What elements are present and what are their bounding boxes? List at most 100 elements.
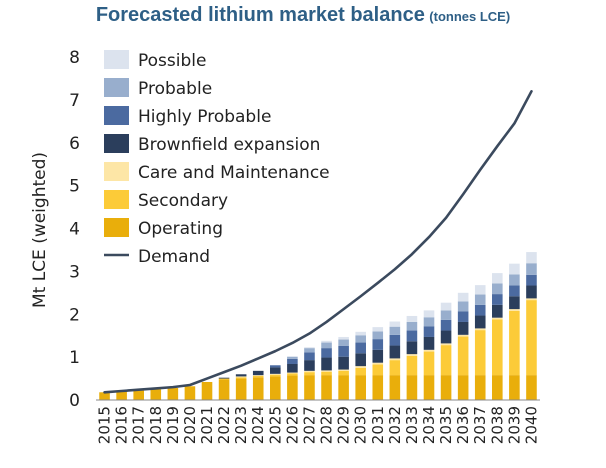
- legend-label-demand: Demand: [138, 247, 210, 267]
- x-tick-label: 2020: [181, 406, 199, 444]
- legend-label-possible: Possible: [138, 51, 206, 71]
- bar-highly-probable-2038: [492, 294, 503, 305]
- bar-brownfield-expansion-2030: [355, 353, 366, 367]
- x-tick-label: 2019: [164, 406, 182, 444]
- bar-secondary-2033: [406, 355, 418, 376]
- bar-secondary-2035: [440, 345, 452, 376]
- x-tick-label: 2034: [420, 406, 438, 444]
- bar-possible-2036: [457, 292, 469, 302]
- bar-possible-2037: [474, 285, 486, 295]
- y-tick-label: 2: [69, 305, 80, 325]
- bar-brownfield-expansion-2035: [440, 330, 452, 344]
- y-tick-label: 6: [69, 134, 80, 154]
- legend-swatch-care-and-maintenance: [104, 162, 129, 181]
- bar-highly-probable-2026: [287, 358, 298, 364]
- bar-care-and-maintenance-2040: [526, 298, 537, 301]
- bar-secondary-2031: [372, 364, 384, 376]
- bar-possible-2039: [509, 263, 520, 275]
- bar-brownfield-expansion-2032: [389, 345, 401, 359]
- bar-operating-2028: [321, 375, 332, 400]
- bar-brownfield-expansion-2029: [338, 356, 349, 370]
- bar-operating-2019: [167, 388, 179, 400]
- title-unit: (tonnes LCE): [429, 9, 511, 24]
- y-tick-label: 4: [69, 220, 80, 240]
- bar-brownfield-expansion-2023: [235, 374, 247, 377]
- bar-care-and-maintenance-2033: [406, 354, 418, 356]
- x-tick-label: 2035: [437, 406, 455, 444]
- bar-possible-2034: [423, 310, 435, 318]
- bar-operating-2017: [133, 390, 144, 400]
- bar-operating-2031: [372, 375, 384, 400]
- bar-operating-2022: [218, 379, 230, 400]
- bar-probable-2030: [355, 335, 366, 343]
- bar-secondary-2025: [270, 374, 281, 377]
- y-axis: 0 1 2 3 4 5 6 7 8: [69, 48, 80, 411]
- x-tick-label: 2026: [283, 406, 301, 444]
- bar-probable-2039: [509, 274, 520, 286]
- demand-line: [103, 90, 533, 394]
- x-tick-label: 2038: [488, 406, 506, 444]
- bar-brownfield-expansion-2038: [492, 304, 503, 318]
- bar-brownfield-expansion-2031: [372, 349, 384, 363]
- bar-operating-2038: [492, 375, 503, 400]
- bar-secondary-2024: [252, 375, 264, 378]
- x-tick-label: 2018: [147, 406, 165, 444]
- bar-probable-2035: [440, 310, 452, 320]
- y-tick-label: 0: [69, 391, 80, 411]
- legend-label-probable: Probable: [138, 79, 212, 99]
- x-tick-label: 2027: [300, 406, 318, 444]
- bar-probable-2029: [338, 339, 349, 346]
- x-tick-label: 2021: [198, 406, 216, 444]
- bar-secondary-2027: [304, 372, 315, 376]
- bar-brownfield-expansion-2040: [526, 285, 537, 299]
- x-tick-label: 2028: [318, 406, 336, 444]
- bar-possible-2038: [492, 273, 503, 284]
- x-tick-label: 2016: [113, 406, 131, 444]
- bar-highly-probable-2031: [372, 339, 384, 350]
- bar-care-and-maintenance-2037: [474, 328, 486, 331]
- bar-brownfield-expansion-2026: [287, 363, 298, 373]
- bar-operating-2033: [406, 375, 418, 400]
- legend-label-highly-probable: Highly Probable: [138, 107, 271, 127]
- bar-highly-probable-2032: [389, 334, 401, 346]
- legend-swatch-highly-probable: [104, 106, 129, 125]
- x-tick-label: 2040: [522, 406, 540, 444]
- bar-probable-2034: [423, 317, 435, 327]
- bar-brownfield-expansion-2033: [406, 341, 418, 355]
- bar-operating-2030: [355, 375, 366, 400]
- x-tick-label: 2022: [215, 406, 233, 444]
- bar-care-and-maintenance-2029: [338, 369, 349, 371]
- bar-care-and-maintenance-2024: [252, 375, 264, 376]
- bar-operating-2018: [150, 389, 162, 400]
- bar-operating-2032: [389, 375, 401, 400]
- bar-care-and-maintenance-2035: [440, 343, 452, 346]
- bar-probable-2040: [526, 263, 537, 275]
- bar-probable-2038: [492, 283, 503, 295]
- x-tick-label: 2025: [266, 406, 284, 444]
- bar-secondary-2038: [492, 319, 503, 376]
- y-tick-label: 7: [69, 91, 80, 111]
- legend-swatch-operating: [104, 218, 129, 237]
- bar-brownfield-expansion-2028: [321, 357, 332, 371]
- legend-label-brownfield-expansion: Brownfield expansion: [138, 135, 320, 155]
- x-tick-label: 2023: [232, 406, 250, 444]
- bar-operating-2021: [201, 381, 213, 400]
- bar-possible-2035: [440, 302, 452, 311]
- bar-brownfield-expansion-2027: [304, 360, 315, 371]
- bar-highly-probable-2036: [457, 311, 469, 322]
- bar-highly-probable-2039: [509, 285, 520, 297]
- bar-possible-2029: [338, 336, 349, 340]
- bar-brownfield-expansion-2034: [423, 336, 435, 350]
- bar-care-and-maintenance-2023: [235, 376, 247, 378]
- bar-operating-2035: [440, 375, 452, 400]
- x-tick-label: 2015: [96, 406, 114, 444]
- bar-probable-2027: [304, 348, 315, 353]
- bar-secondary-2034: [423, 351, 435, 376]
- bar-highly-probable-2034: [423, 326, 435, 337]
- legend-swatch-secondary: [104, 190, 129, 209]
- bar-probable-2036: [457, 301, 469, 312]
- bar-possible-2032: [389, 321, 401, 327]
- bar-highly-probable-2029: [338, 345, 349, 357]
- bar-operating-2029: [338, 375, 349, 400]
- bar-probable-2031: [372, 331, 384, 340]
